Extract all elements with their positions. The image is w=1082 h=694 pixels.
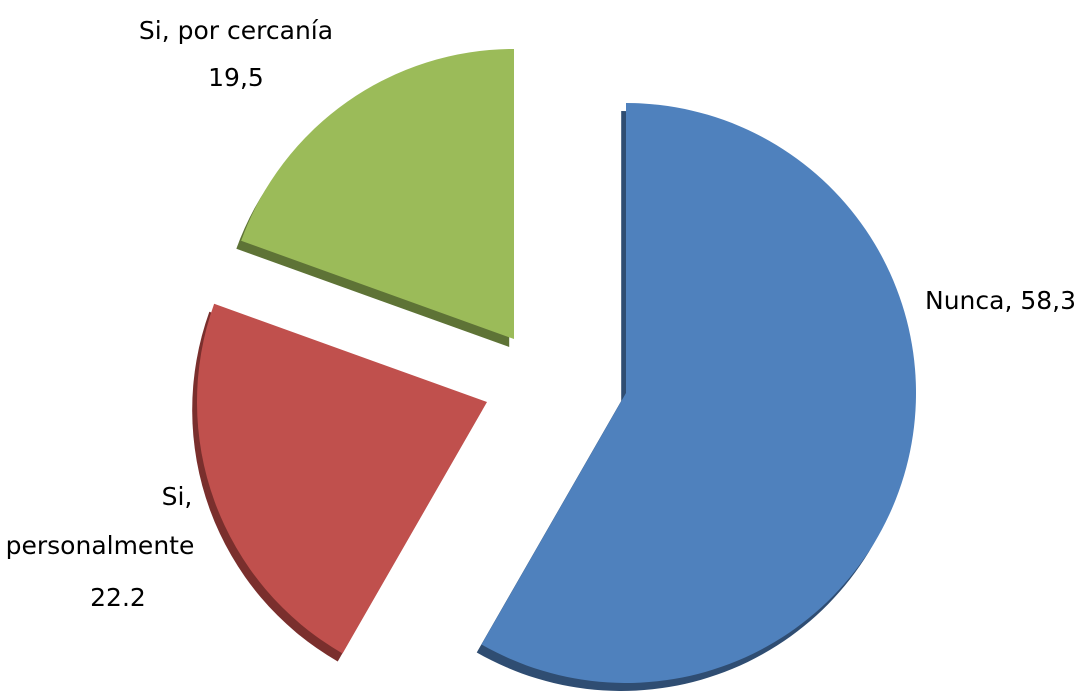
- data-label-line: personalmente: [6, 531, 195, 560]
- data-label-line: Si,: [162, 482, 193, 511]
- data-label-si-personalmente: Si, personalmente 22.2: [6, 482, 195, 612]
- data-label-line: 22.2: [90, 583, 146, 612]
- pie-slice-nunca: [481, 103, 917, 683]
- data-label-line: 19,5: [208, 63, 264, 92]
- data-label-line: Nunca, 58,3: [925, 286, 1076, 315]
- data-label-si-por-cercania: Si, por cercanía 19,5: [139, 16, 333, 92]
- pie-slice-si-personalmente: [196, 303, 487, 654]
- data-label-nunca: Nunca, 58,3: [925, 286, 1076, 315]
- data-label-line: Si, por cercanía: [139, 16, 333, 45]
- pie-slice-si-por-cercania: [241, 49, 514, 339]
